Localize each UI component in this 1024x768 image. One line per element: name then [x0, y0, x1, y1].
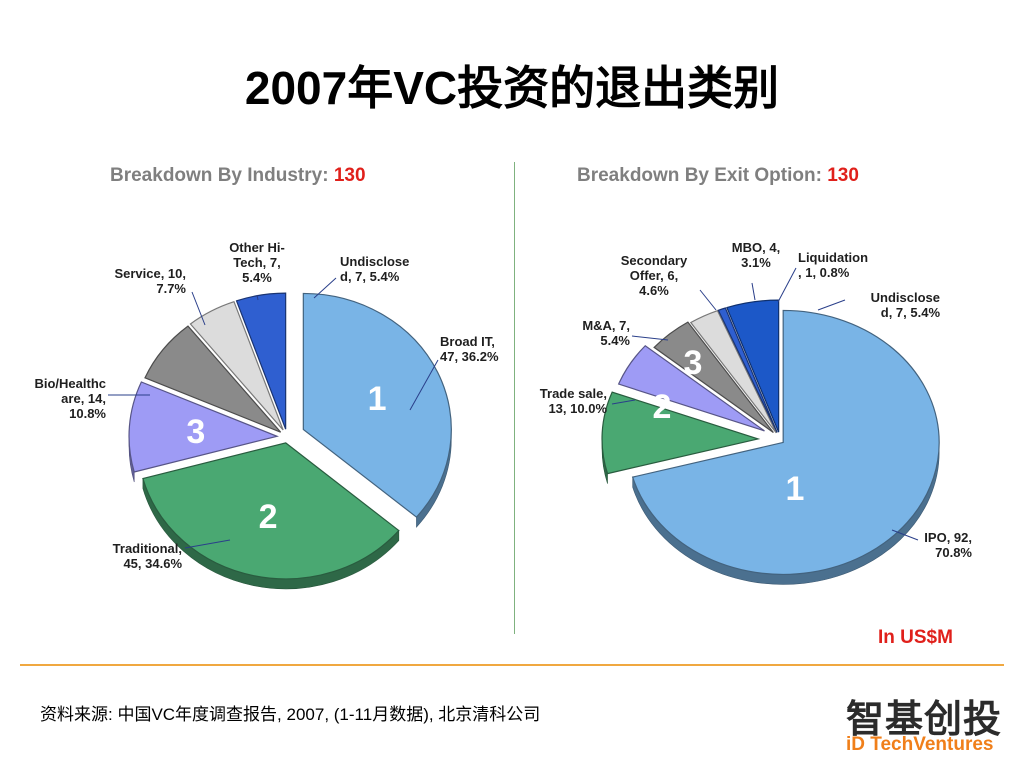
pie-slice-broad-it	[302, 292, 452, 518]
leader-line	[256, 294, 259, 301]
leader-line	[631, 335, 669, 341]
slice-data-label: Bio/Healthc are, 14, 10.8%	[34, 376, 106, 421]
slice-rank-label: 2	[259, 498, 278, 536]
slice-data-label: MBO, 4, 3.1%	[732, 240, 780, 270]
exit-chart-title-text: Breakdown By Exit Option:	[577, 165, 822, 186]
slice-data-label: Trade sale, 13, 10.0%	[540, 386, 608, 416]
slice-data-label: Undisclose d, 7, 5.4%	[340, 254, 409, 284]
page-title: 2007年VC投资的退出类别	[244, 62, 780, 114]
slice-data-label: Other Hi-Tech, 7, 5.4%	[229, 240, 285, 285]
chart-divider	[514, 162, 515, 634]
leader-line	[409, 359, 439, 411]
pie-slice-other-hi-tech	[189, 300, 284, 431]
footer-rule	[20, 664, 1004, 666]
leader-line	[817, 299, 846, 311]
leader-line	[891, 529, 919, 541]
slice-rank-label: 2	[653, 388, 672, 426]
slice-data-label: Secondary Offer, 6, 4.6%	[621, 253, 688, 298]
slice-rank-label: 3	[684, 344, 703, 382]
industry-chart-title-text: Breakdown By Industry:	[110, 165, 329, 186]
slice-rank-label: 3	[186, 413, 205, 451]
company-logo-cn: 智基创投	[846, 699, 1003, 741]
slice-data-label: Service, 10, 7.7%	[114, 266, 186, 296]
leader-line	[313, 277, 337, 299]
pie-slice-trade-sale	[601, 391, 761, 475]
pie-chart-industry: 1 2 3 Broad IT, 47, 36.2% Traditional, 45, 34.…	[34, 240, 499, 590]
pie-chart-exit-option: 1 23 IPO, 92, 70.8% Trade sale, 13, 10.0% M&A,…	[540, 240, 972, 585]
slice-data-label: Undisclose d, 7, 5.4%	[871, 290, 941, 320]
industry-chart-title: Breakdown By Industry: 130	[110, 165, 366, 187]
leader-line	[184, 539, 231, 549]
slice-rank-label: 1	[368, 380, 387, 418]
leader-line	[611, 399, 636, 405]
slice-data-label: M&A, 7, 5.4%	[582, 318, 630, 348]
pie-slice-mbo	[689, 309, 777, 434]
slice-data-label: Broad IT, 47, 36.2%	[440, 334, 499, 364]
pie-slice-m-a	[617, 344, 765, 432]
pie-slice-liquidation	[717, 307, 778, 433]
pie-slice-secondary-offer	[653, 321, 774, 434]
slice-data-label: Traditional, 45, 34.6%	[113, 541, 183, 571]
exit-chart-total: 130	[827, 165, 859, 186]
pie-slice-traditional	[142, 442, 400, 580]
leader-line	[699, 289, 717, 311]
industry-chart-total: 130	[333, 165, 366, 186]
slice-rank-label: 1	[786, 470, 805, 508]
company-logo-en: iD TechVentures	[846, 734, 994, 755]
exit-chart-title: Breakdown By Exit Option: 130	[577, 165, 859, 187]
pie-slice-ipo	[631, 309, 940, 575]
source-note: 资料来源: 中国VC年度调查报告, 2007, (1-11月数据), 北京清科公…	[40, 705, 541, 724]
leader-line	[191, 291, 206, 326]
leader-line	[751, 282, 756, 301]
pie-slice-undisclosed	[235, 292, 287, 430]
leader-line	[777, 267, 797, 303]
slice-data-label: Liquidation, 1, 0.8%	[798, 250, 868, 280]
pie-slice-service	[144, 325, 282, 433]
pie-slice-bio-healthcare	[128, 381, 279, 473]
unit-note: In US$M	[878, 627, 953, 648]
slice-data-label: IPO, 92, 70.8%	[924, 530, 972, 560]
